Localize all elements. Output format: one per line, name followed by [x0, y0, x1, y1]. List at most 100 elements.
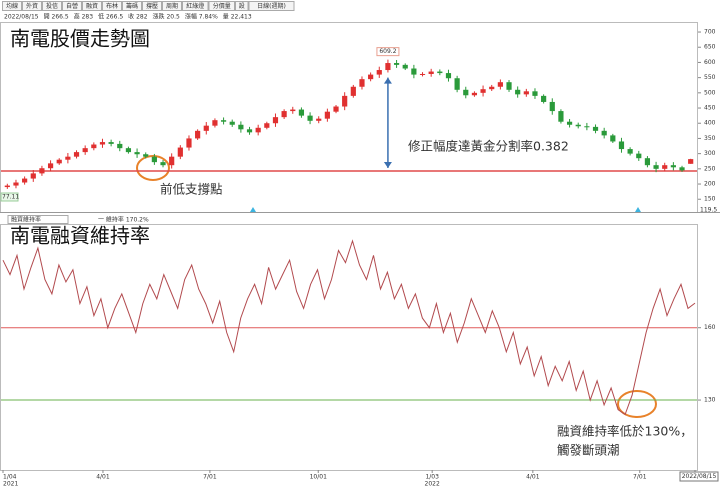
candle-body: [264, 123, 270, 128]
toolbar-label: 周期: [166, 2, 178, 10]
y-tick-label: 650: [704, 44, 716, 51]
candle-body: [532, 91, 538, 96]
candle-body: [30, 173, 36, 179]
candle-body: [688, 159, 694, 164]
y-tick-label: 550: [704, 74, 716, 81]
candle-body: [411, 68, 417, 75]
candle-body: [117, 143, 123, 149]
quote-item: 開 266.5: [44, 14, 69, 21]
candle-body: [134, 152, 140, 155]
candle-body: [445, 73, 452, 79]
low-label: 77.11: [2, 194, 19, 201]
toolbar-button[interactable]: [235, 1, 249, 11]
indicator-selector[interactable]: [7, 215, 69, 224]
candle-body: [195, 130, 201, 139]
candle-body: [368, 74, 374, 80]
y-tick-label: 200: [704, 181, 716, 188]
toolbar-label: 籌碼: [126, 2, 138, 10]
toolbar-label: 分價量: [213, 2, 231, 10]
x-tick-label: 4/01: [96, 474, 110, 481]
candle-body: [437, 71, 443, 74]
x-year-label: 2022: [425, 481, 440, 487]
candle-body: [480, 89, 486, 93]
candle-body: [610, 135, 616, 142]
candle-body: [584, 126, 590, 128]
quote-item: 漲跌 20.5: [153, 13, 180, 21]
candle-body: [653, 165, 659, 169]
candle-body: [220, 120, 227, 122]
candle-body: [298, 109, 305, 116]
candle-body: [82, 148, 88, 153]
corner-label: 119.5: [700, 207, 717, 214]
toolbar-label: 自營: [66, 2, 78, 10]
toolbar-button[interactable]: [182, 1, 209, 11]
annotation: 前低支撐點: [160, 182, 223, 197]
toolbar-button[interactable]: [42, 1, 62, 11]
toolbar-button[interactable]: [2, 1, 22, 11]
y-tick-label: 500: [704, 89, 716, 96]
toolbar-button[interactable]: [162, 1, 182, 11]
candle-body: [169, 156, 175, 166]
candle-body: [307, 115, 313, 121]
candle-body: [160, 162, 166, 166]
y-tick-label: 600: [704, 59, 716, 66]
candle-body: [255, 127, 261, 133]
toolbar-button[interactable]: [122, 1, 142, 11]
y-tick-label: 150: [704, 196, 716, 203]
x-tick-label: 4/01: [526, 474, 540, 481]
y-tick-label: 300: [704, 150, 716, 157]
toolbar-button[interactable]: [62, 1, 82, 11]
x-tick-label: 1/03: [425, 474, 439, 481]
legend-entry: 一 維持率 170.2%: [98, 216, 149, 224]
candle-body: [56, 159, 62, 164]
y-tick-label: 700: [704, 29, 716, 36]
candle-body: [13, 182, 19, 186]
toolbar-button[interactable]: [248, 1, 295, 11]
quote-item: 量 22,413: [223, 14, 252, 21]
quote-item: 2022/08/15: [4, 14, 39, 21]
candle-body: [324, 111, 330, 119]
toolbar-label: 撐壓: [146, 2, 158, 10]
candle-body: [627, 149, 633, 154]
candle-body: [393, 63, 400, 65]
highlight-circle: [136, 155, 170, 181]
annotation: 修正幅度達黃金分割率0.382: [408, 139, 569, 154]
candle-body: [489, 86, 495, 90]
candle-body: [177, 147, 183, 157]
annotation: 觸發斷頭潮: [557, 443, 620, 458]
marker: [635, 207, 641, 212]
candle-body: [575, 124, 581, 127]
marker: [250, 207, 256, 212]
highlight-circle: [617, 390, 657, 418]
x-end-box: [679, 471, 719, 482]
candle-body: [125, 148, 132, 153]
toolbar-label: 設: [239, 2, 245, 10]
toolbar-label: 布林: [106, 2, 118, 10]
ratio-frame: [0, 224, 698, 471]
candle-body: [359, 79, 365, 87]
candle-body: [636, 153, 642, 159]
candle-body: [203, 125, 209, 131]
y-tick-label: 250: [704, 165, 716, 172]
toolbar-button[interactable]: [102, 1, 122, 11]
toolbar-button[interactable]: [22, 1, 42, 11]
candle-body: [151, 156, 157, 163]
candle-body: [679, 167, 685, 171]
toolbar-label: 外資: [26, 2, 38, 10]
candle-body: [290, 109, 296, 112]
toolbar-button[interactable]: [82, 1, 102, 11]
low-label-box: [0, 192, 19, 202]
toolbar-button[interactable]: [208, 1, 235, 11]
ratio-line: [2, 239, 696, 416]
toolbar-label: 日線(週期): [257, 2, 286, 10]
candle-body: [644, 158, 651, 166]
candle-body: [4, 185, 10, 188]
toolbar-button[interactable]: [142, 1, 162, 11]
candle-body: [566, 121, 573, 125]
candle-body: [618, 141, 625, 150]
candle-body: [523, 91, 529, 95]
candle-body: [541, 95, 547, 102]
candle-body: [238, 124, 244, 130]
candle-body: [428, 71, 434, 74]
